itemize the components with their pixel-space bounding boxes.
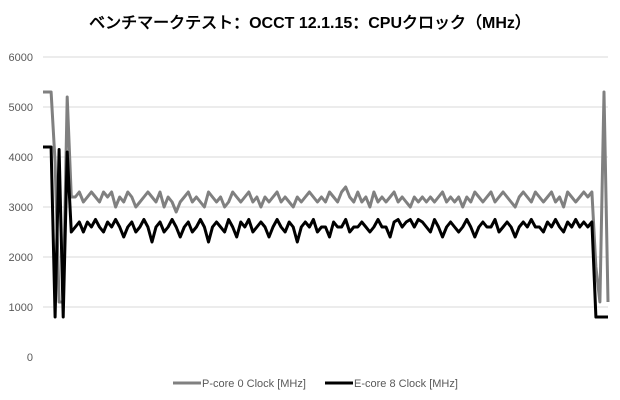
y-tick-label: 6000 bbox=[9, 52, 33, 64]
y-tick-label: 3000 bbox=[9, 202, 33, 214]
series-line-e-core bbox=[43, 145, 608, 319]
legend-label-p-core: P-core 0 Clock [MHz] bbox=[202, 378, 306, 390]
y-tick-label: 2000 bbox=[9, 252, 33, 264]
y-axis-ticks: 0 1000 2000 3000 4000 5000 6000 bbox=[9, 52, 33, 364]
series-line-p-core bbox=[43, 90, 610, 304]
y-tick-label: 4000 bbox=[9, 152, 33, 164]
y-tick-label: 5000 bbox=[9, 102, 33, 114]
series-lines bbox=[43, 90, 610, 319]
gridlines bbox=[43, 56, 608, 308]
chart-title: ベンチマークテスト：OCCT 12.1.15：CPUクロック（MHz） bbox=[89, 14, 531, 32]
legend: P-core 0 Clock [MHz] E-core 8 Clock [MHz… bbox=[173, 378, 458, 390]
legend-label-e-core: E-core 8 Clock [MHz] bbox=[354, 378, 458, 390]
y-tick-label: 0 bbox=[27, 352, 33, 364]
y-tick-label: 1000 bbox=[9, 302, 33, 314]
